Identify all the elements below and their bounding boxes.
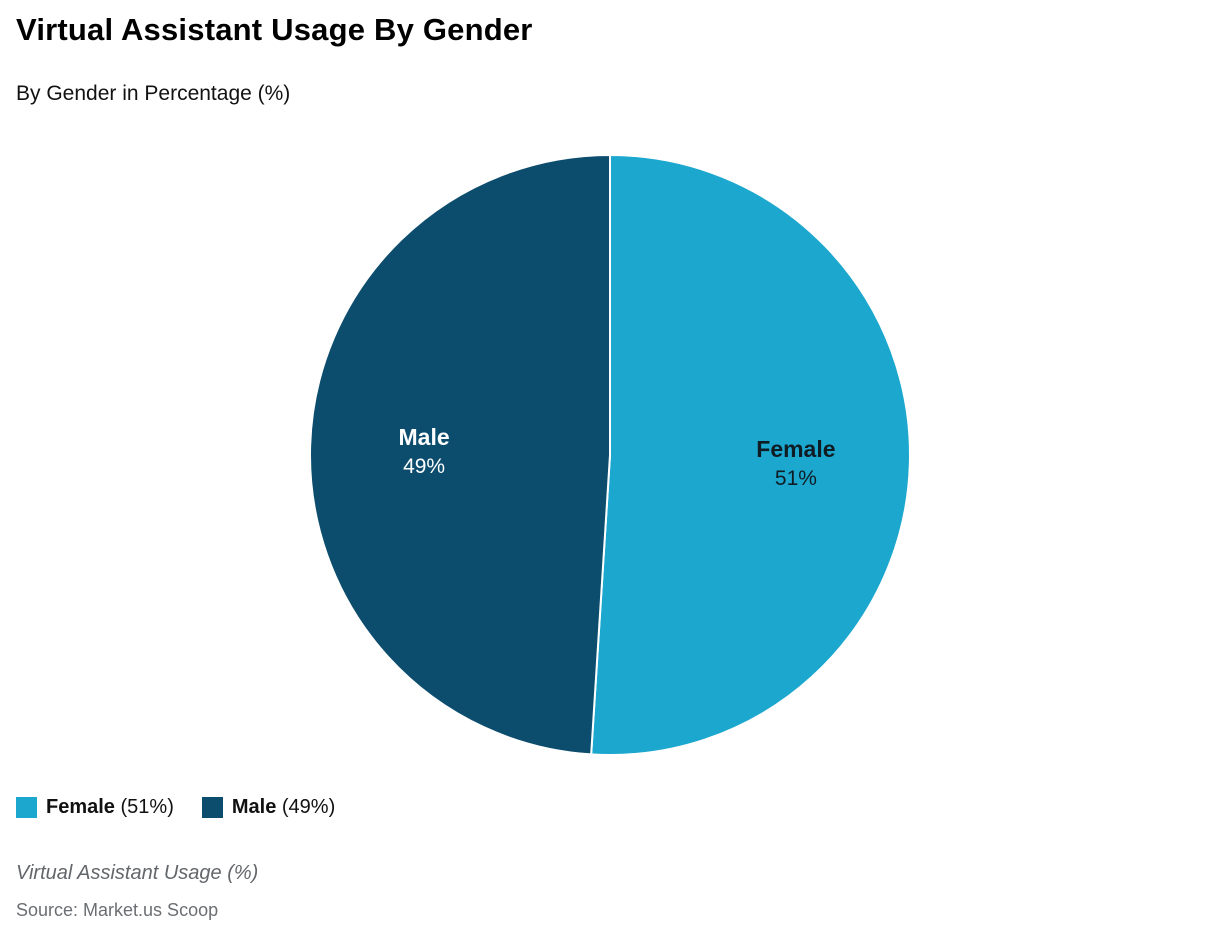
pie-chart-area: Female 51% Male 49% xyxy=(300,145,920,765)
pie-slice-female[interactable] xyxy=(590,153,911,756)
pie-label-female: Female 51% xyxy=(756,436,835,490)
chart-legend: Female (51%) Male (49%) xyxy=(16,796,335,819)
pie-slice-male[interactable] xyxy=(309,153,611,756)
source-text: Source: Market.us Scoop xyxy=(16,900,219,920)
legend-label-male: Male (49%) xyxy=(232,796,335,819)
pie-chart: Female 51% Male 49% xyxy=(309,153,911,756)
legend-item-female[interactable]: Female (51%) xyxy=(16,796,174,819)
legend-item-male[interactable]: Male (49%) xyxy=(201,796,335,819)
legend-swatch-female xyxy=(16,797,37,818)
legend-value-male: (49%) xyxy=(281,796,336,818)
legend-swatch-male xyxy=(201,797,223,818)
chart-subtitle: By Gender in Percentage (%) xyxy=(16,82,291,105)
legend-name-male: Male xyxy=(231,796,277,818)
legend-label-female: Female (51%) xyxy=(46,796,174,819)
legend-value-female: (51%) xyxy=(120,796,174,818)
legend-name-female: Female xyxy=(46,796,115,818)
chart-title: Virtual Assistant Usage By Gender xyxy=(16,12,533,47)
pie-label-male: Male 49% xyxy=(399,424,450,478)
chart-caption: Virtual Assistant Usage (%) xyxy=(16,862,259,884)
